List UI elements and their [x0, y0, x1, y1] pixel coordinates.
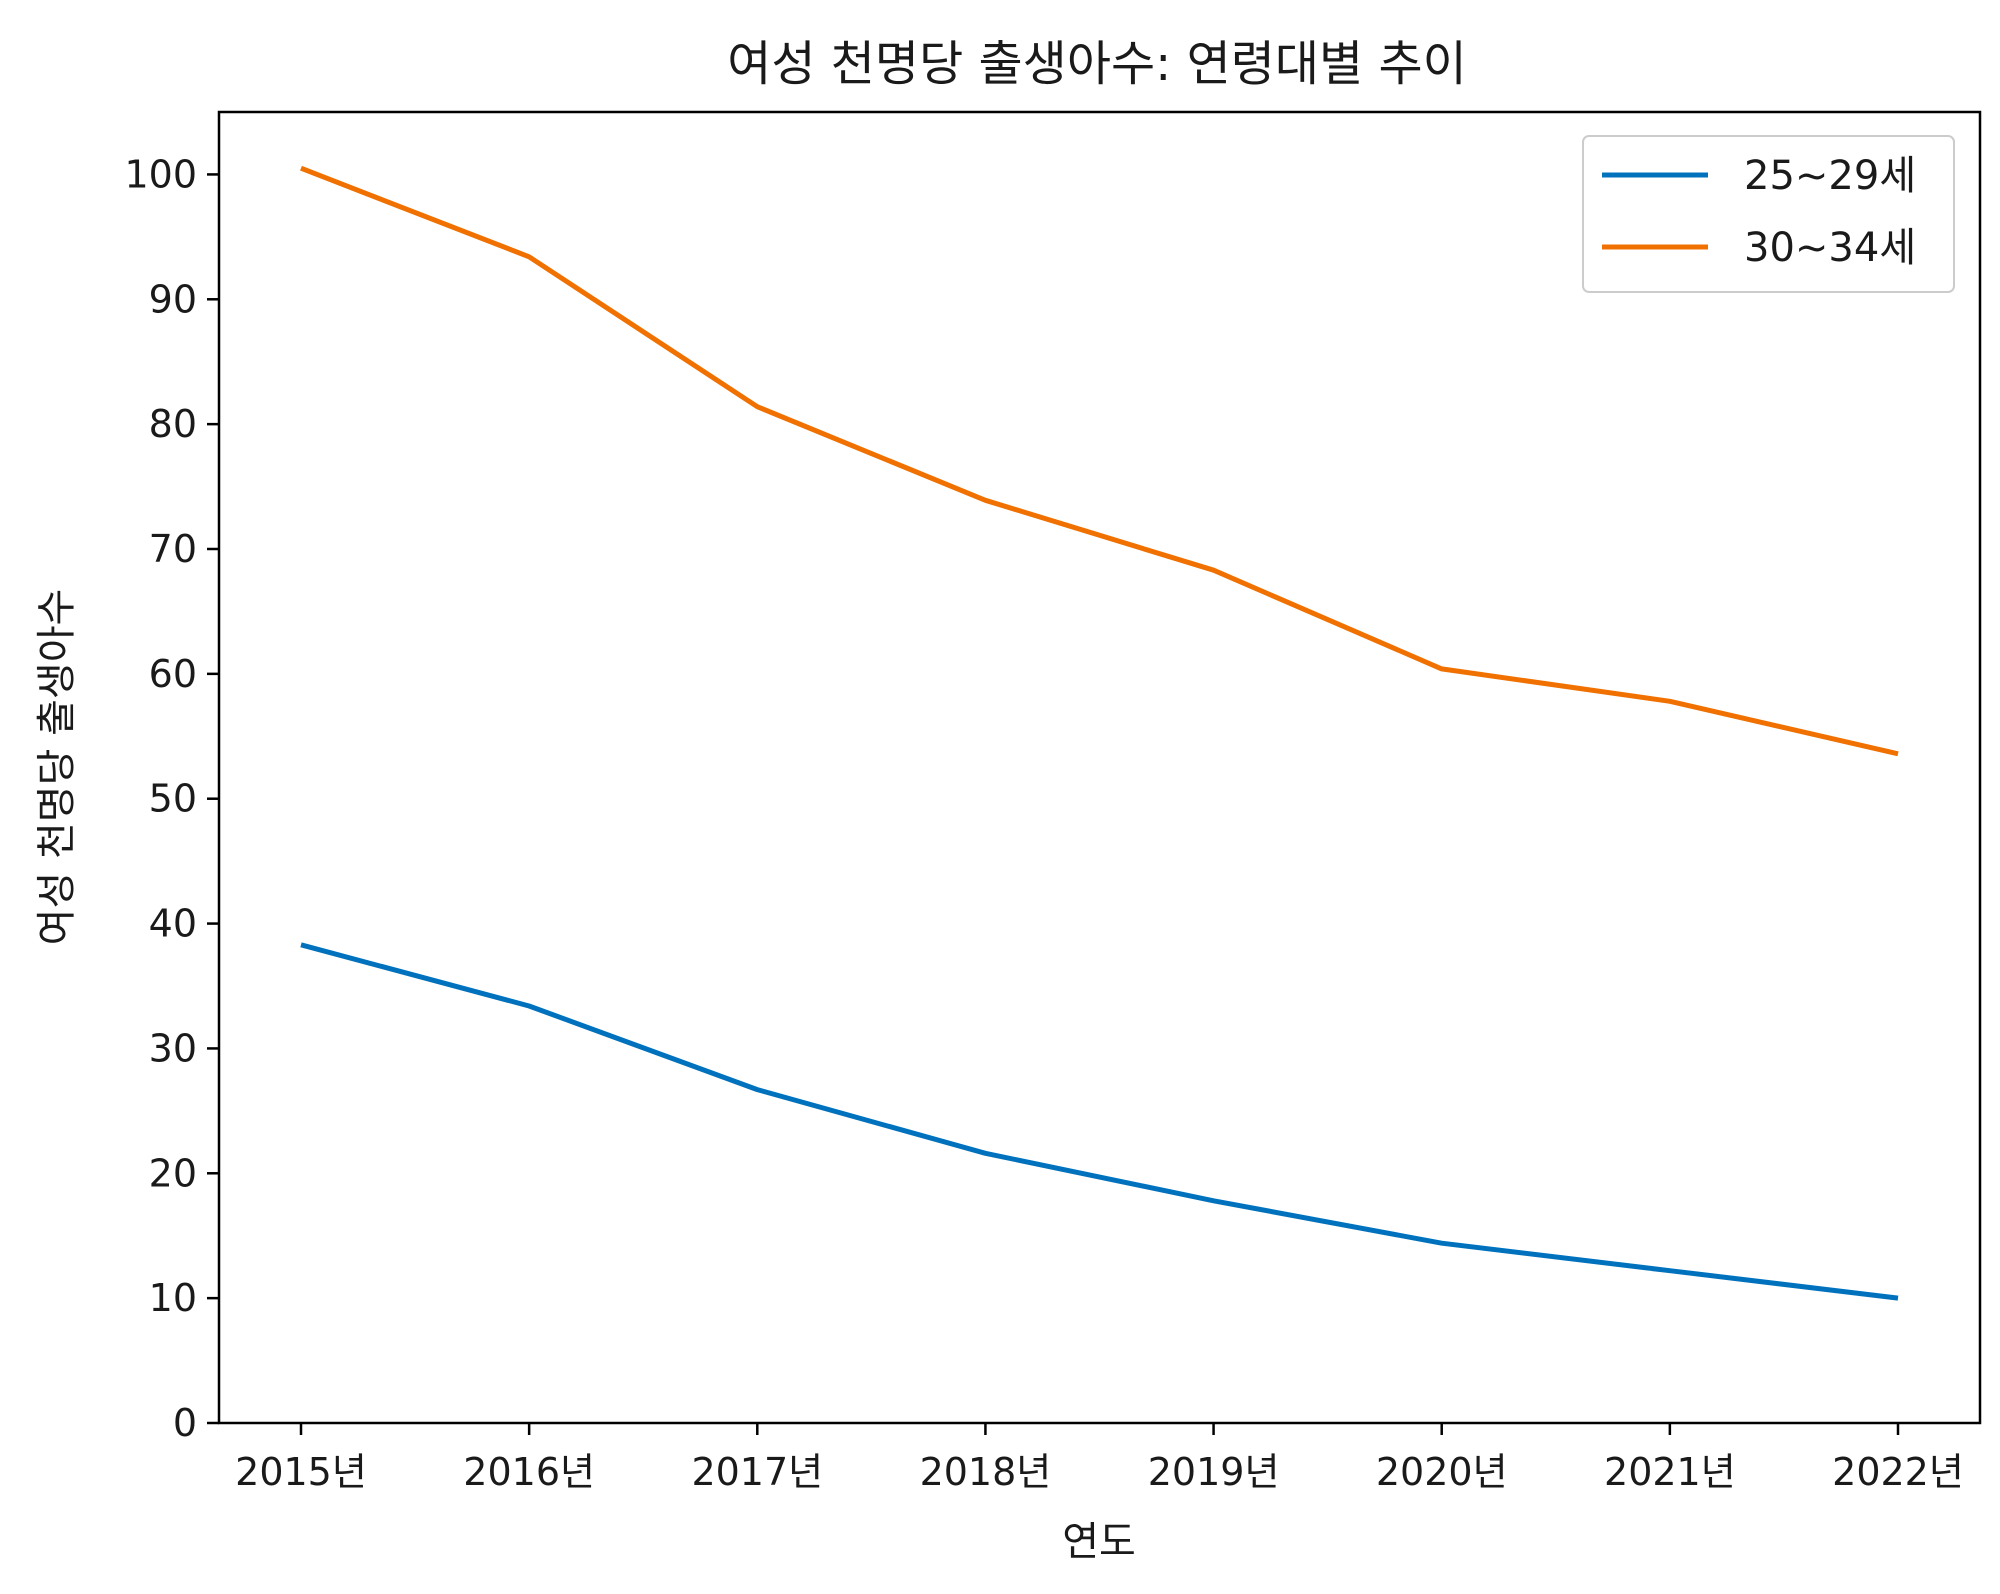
series-line-2 — [300, 165, 1899, 757]
x-tick-label: 2022년 — [1832, 1450, 1964, 1494]
legend-label-2: 30~34세 — [1744, 225, 1916, 271]
x-axis-label: 연도 — [1062, 1519, 1136, 1565]
y-tick-label: 60 — [149, 652, 197, 696]
x-tick-label: 2021년 — [1604, 1450, 1736, 1494]
x-axis: 2015년 2016년 2017년 2018년 2019년 2020년 2021년 2022년 — [235, 1423, 1964, 1494]
y-tick-label: 20 — [149, 1151, 197, 1195]
plot-area — [217, 110, 1982, 1425]
x-tick-label: 2016년 — [463, 1450, 595, 1494]
y-tick-label: 0 — [173, 1401, 197, 1445]
y-tick-label: 10 — [149, 1276, 197, 1320]
y-tick-label: 90 — [149, 277, 197, 321]
chart-title: 여성 천명당 출생아수: 연령대별 추이 — [727, 36, 1467, 92]
series-lines — [300, 165, 1899, 1301]
series-line-1 — [300, 942, 1899, 1301]
y-tick-label: 40 — [149, 902, 197, 946]
x-tick-label: 2019년 — [1148, 1450, 1280, 1494]
x-tick-label: 2020년 — [1376, 1450, 1508, 1494]
y-tick-label: 30 — [149, 1026, 197, 1070]
x-tick-label: 2018년 — [920, 1450, 1052, 1494]
y-axis-label: 여성 천명당 출생아수 — [34, 589, 80, 946]
y-axis: 0 10 20 30 40 50 60 70 80 90 100 — [124, 152, 219, 1445]
y-tick-label: 100 — [124, 152, 197, 196]
legend: 25~29세 30~34세 — [1582, 135, 1955, 293]
y-tick-label: 50 — [149, 777, 197, 821]
y-tick-label: 70 — [149, 527, 197, 571]
x-tick-label: 2015년 — [235, 1450, 367, 1494]
legend-label-1: 25~29세 — [1744, 153, 1916, 199]
x-tick-label: 2017년 — [691, 1450, 823, 1494]
y-tick-label: 80 — [149, 402, 197, 446]
